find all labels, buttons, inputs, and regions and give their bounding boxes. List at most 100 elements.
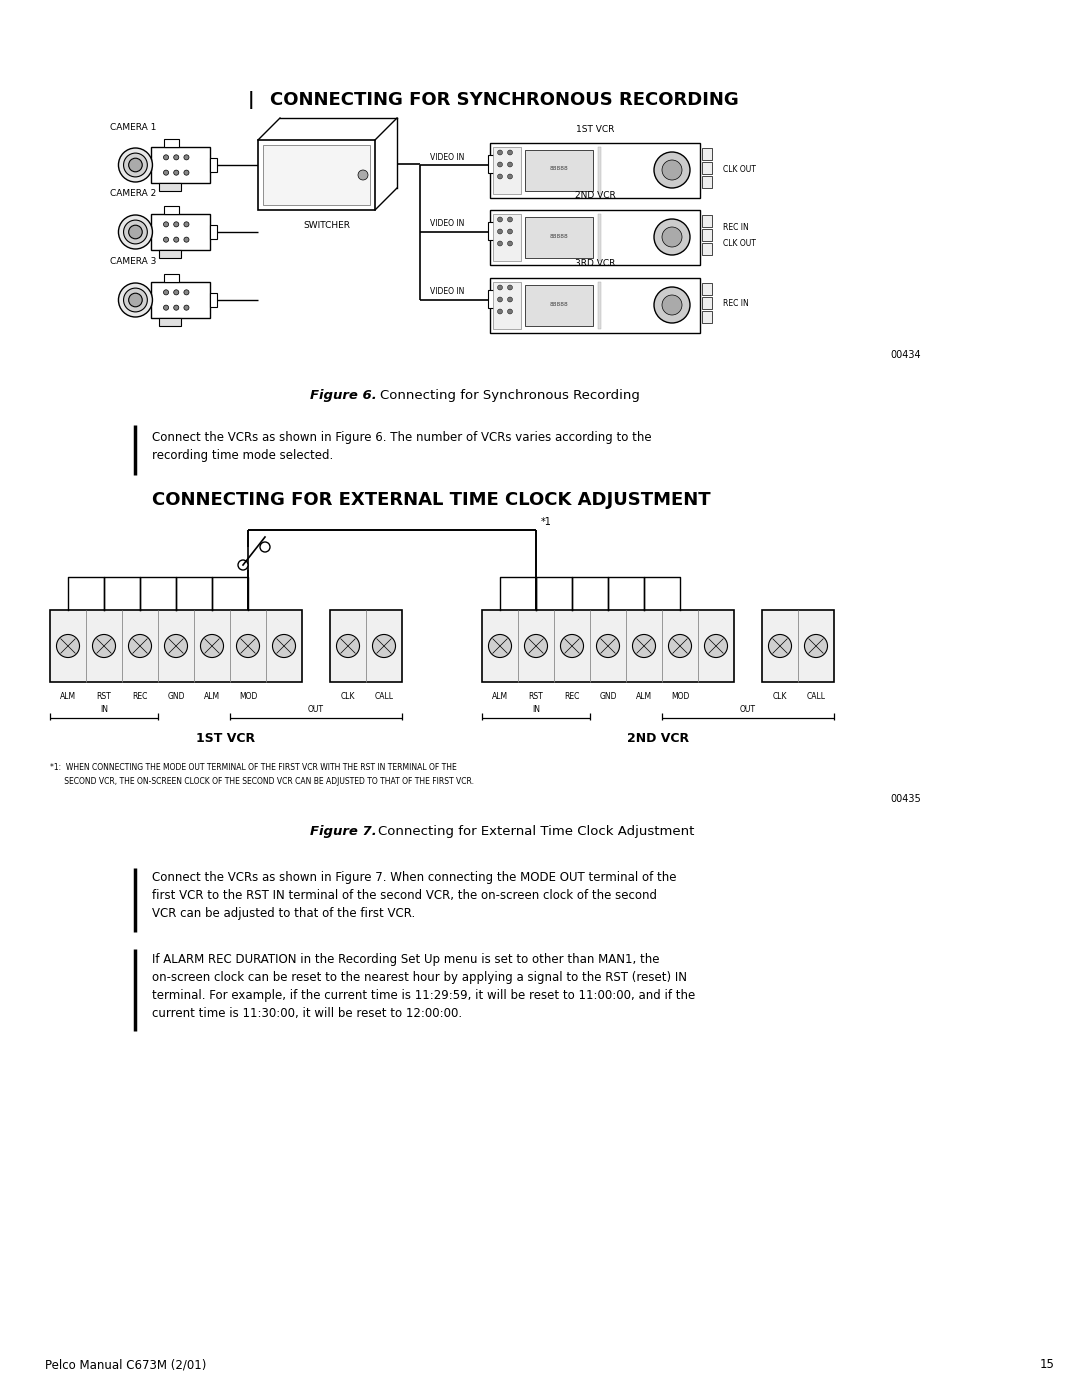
Circle shape: [498, 162, 502, 168]
Bar: [211, 225, 217, 239]
Text: Connecting for Synchronous Recording: Connecting for Synchronous Recording: [380, 388, 639, 401]
Text: CAMERA 2: CAMERA 2: [110, 190, 157, 198]
Bar: [490, 278, 700, 332]
Text: VIDEO IN: VIDEO IN: [430, 219, 464, 229]
Bar: [492, 214, 521, 260]
Text: 1ST VCR: 1ST VCR: [576, 124, 615, 134]
Circle shape: [508, 298, 513, 302]
Bar: [163, 274, 179, 282]
Text: CONNECTING FOR SYNCHRONOUS RECORDING: CONNECTING FOR SYNCHRONOUS RECORDING: [270, 91, 739, 109]
Bar: [330, 610, 402, 682]
Bar: [702, 296, 712, 309]
Text: 2ND VCR: 2ND VCR: [575, 191, 616, 201]
Bar: [702, 162, 712, 173]
Circle shape: [174, 222, 179, 226]
Bar: [702, 310, 712, 323]
Text: If ALARM REC DURATION in the Recording Set Up menu is set to other than MAN1, th: If ALARM REC DURATION in the Recording S…: [152, 953, 660, 965]
Circle shape: [56, 634, 80, 658]
Bar: [482, 610, 734, 682]
Bar: [264, 145, 370, 205]
Circle shape: [123, 221, 147, 244]
Circle shape: [164, 634, 188, 658]
Text: REC: REC: [565, 692, 580, 701]
Text: Figure 6.: Figure 6.: [310, 388, 377, 401]
Bar: [702, 215, 712, 226]
Circle shape: [662, 226, 681, 247]
Circle shape: [93, 634, 116, 658]
Bar: [702, 176, 712, 187]
Circle shape: [498, 285, 502, 291]
Circle shape: [238, 560, 248, 570]
Text: 88888: 88888: [550, 233, 568, 239]
Circle shape: [163, 289, 168, 295]
Circle shape: [163, 305, 168, 310]
Circle shape: [163, 222, 168, 226]
Text: CLK: CLK: [773, 692, 787, 701]
Text: 1ST VCR: 1ST VCR: [197, 732, 256, 745]
Bar: [598, 282, 600, 328]
Bar: [598, 214, 600, 260]
Bar: [490, 142, 700, 197]
Circle shape: [174, 170, 179, 175]
Text: |: |: [248, 91, 255, 109]
Bar: [258, 140, 375, 210]
Text: VIDEO IN: VIDEO IN: [430, 152, 464, 162]
Circle shape: [498, 149, 502, 155]
Text: on-screen clock can be reset to the nearest hour by applying a signal to the RST: on-screen clock can be reset to the near…: [152, 971, 687, 983]
Bar: [702, 243, 712, 254]
Circle shape: [498, 229, 502, 235]
Circle shape: [662, 295, 681, 314]
Circle shape: [184, 155, 189, 159]
Circle shape: [488, 634, 512, 658]
Bar: [488, 155, 507, 173]
Text: 00434: 00434: [890, 351, 920, 360]
Text: 00435: 00435: [890, 793, 921, 805]
Circle shape: [123, 154, 147, 177]
Text: ALM: ALM: [204, 692, 220, 701]
Bar: [702, 148, 712, 159]
Text: IN: IN: [100, 705, 108, 714]
Bar: [488, 222, 507, 240]
Text: first VCR to the RST IN terminal of the second VCR, the on-screen clock of the s: first VCR to the RST IN terminal of the …: [152, 890, 657, 902]
Text: GND: GND: [167, 692, 185, 701]
Circle shape: [163, 155, 168, 159]
Circle shape: [129, 225, 143, 239]
Text: CALL: CALL: [807, 692, 825, 701]
Text: 15: 15: [1040, 1358, 1055, 1372]
Circle shape: [596, 634, 620, 658]
Circle shape: [174, 305, 179, 310]
Bar: [492, 282, 521, 328]
Text: 88888: 88888: [550, 166, 568, 172]
Bar: [525, 149, 593, 190]
Text: RST: RST: [96, 692, 111, 701]
Circle shape: [337, 634, 360, 658]
Circle shape: [272, 634, 296, 658]
Circle shape: [184, 170, 189, 175]
Text: Pelco Manual C673M (2/01): Pelco Manual C673M (2/01): [45, 1358, 206, 1372]
Circle shape: [357, 170, 368, 180]
Circle shape: [508, 309, 513, 314]
Text: ALM: ALM: [491, 692, 508, 701]
Text: Connecting for External Time Clock Adjustment: Connecting for External Time Clock Adjus…: [378, 824, 694, 837]
Circle shape: [498, 242, 502, 246]
Text: SECOND VCR, THE ON-SCREEN CLOCK OF THE SECOND VCR CAN BE ADJUSTED TO THAT OF THE: SECOND VCR, THE ON-SCREEN CLOCK OF THE S…: [50, 777, 474, 787]
Bar: [159, 319, 180, 327]
Bar: [151, 214, 211, 250]
Circle shape: [129, 293, 143, 307]
Bar: [163, 205, 179, 214]
Text: CLK: CLK: [341, 692, 355, 701]
Text: REC IN: REC IN: [723, 299, 748, 309]
Text: GND: GND: [599, 692, 617, 701]
Text: CAMERA 1: CAMERA 1: [110, 123, 157, 131]
Text: MOD: MOD: [671, 692, 689, 701]
Circle shape: [508, 175, 513, 179]
Circle shape: [508, 149, 513, 155]
Circle shape: [119, 284, 152, 317]
Circle shape: [805, 634, 827, 658]
Circle shape: [654, 152, 690, 189]
Circle shape: [561, 634, 583, 658]
Circle shape: [119, 148, 152, 182]
Bar: [598, 147, 600, 194]
Circle shape: [704, 634, 728, 658]
Text: REC: REC: [133, 692, 148, 701]
